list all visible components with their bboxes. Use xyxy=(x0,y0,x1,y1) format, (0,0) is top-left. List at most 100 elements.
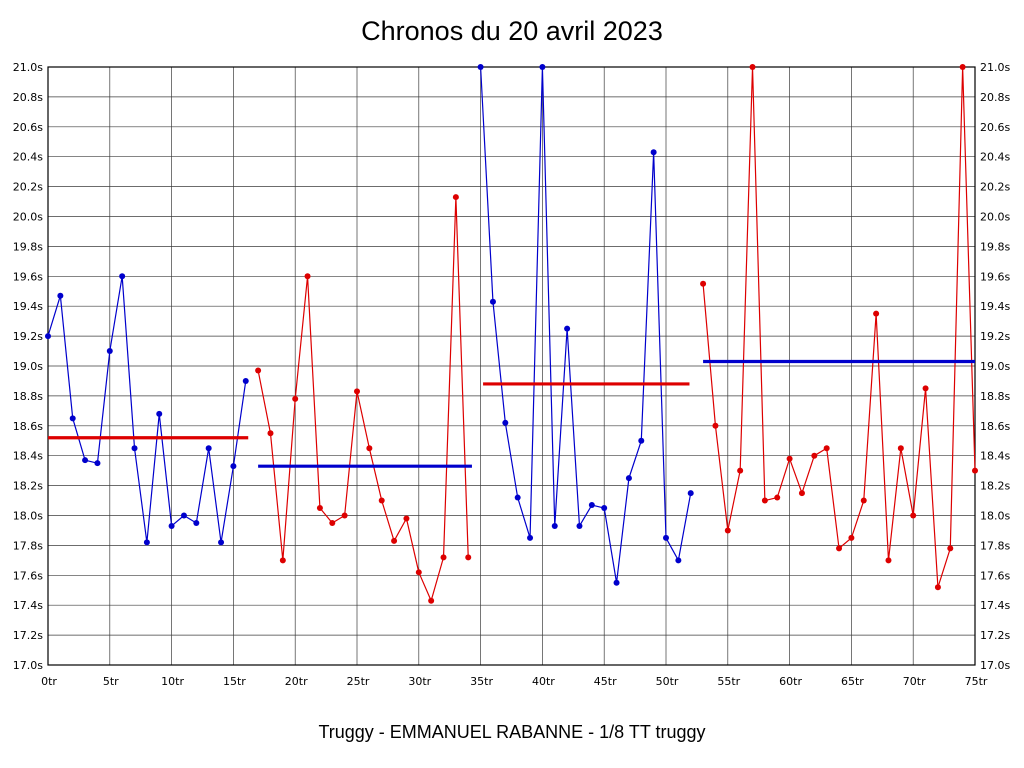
y-tick-label-left: 17.2s xyxy=(13,629,43,642)
y-tick-label-left: 20.6s xyxy=(13,121,43,134)
lap-point-run-1 xyxy=(119,273,126,280)
y-tick-label-right: 20.0s xyxy=(980,211,1010,224)
lap-point-run-1 xyxy=(69,415,76,422)
lap-point-run-1 xyxy=(180,512,187,519)
lap-point-run-3 xyxy=(551,522,558,529)
lap-point-run-3 xyxy=(588,502,595,509)
lap-point-run-4 xyxy=(873,310,880,317)
lap-time-line-run-2 xyxy=(257,196,469,602)
lap-point-run-3 xyxy=(638,437,645,444)
lap-point-run-4 xyxy=(724,527,731,534)
y-tick-label-right: 20.2s xyxy=(980,181,1010,194)
y-tick-label-left: 17.6s xyxy=(13,569,43,582)
y-tick-label-right: 19.0s xyxy=(980,360,1010,373)
lap-point-run-1 xyxy=(230,463,237,470)
lap-point-run-4 xyxy=(897,445,904,452)
lap-point-run-4 xyxy=(700,280,707,287)
lap-point-run-3 xyxy=(675,557,682,564)
lap-point-run-2 xyxy=(354,388,360,395)
lap-point-run-2 xyxy=(428,597,435,604)
x-tick-label: 25tr xyxy=(347,675,370,688)
y-tick-label-right: 17.8s xyxy=(980,539,1010,552)
x-tick-label: 20tr xyxy=(285,675,308,688)
lap-time-line-run-1 xyxy=(47,275,247,544)
y-tick-label-right: 18.0s xyxy=(980,510,1010,523)
lap-point-run-4 xyxy=(774,494,781,501)
lap-point-run-2 xyxy=(366,445,373,452)
y-tick-label-left: 18.6s xyxy=(13,420,43,433)
lap-point-run-3 xyxy=(663,534,669,541)
y-tick-label-left: 19.6s xyxy=(13,270,43,283)
y-tick-label-left: 18.0s xyxy=(13,510,43,523)
y-tick-label-right: 18.6s xyxy=(980,420,1010,433)
x-tick-label: 15tr xyxy=(223,675,246,688)
plot-border xyxy=(47,66,976,666)
lap-point-run-3 xyxy=(650,149,657,156)
y-tick-label-right: 17.0s xyxy=(980,659,1010,672)
lap-point-run-4 xyxy=(934,584,941,591)
lap-point-run-2 xyxy=(391,537,398,544)
lap-point-run-1 xyxy=(242,377,249,384)
lap-point-run-3 xyxy=(601,505,608,512)
lap-point-run-1 xyxy=(45,333,51,340)
lap-point-run-4 xyxy=(860,497,867,504)
y-tick-label-left: 17.4s xyxy=(13,599,43,612)
lap-point-run-4 xyxy=(749,64,756,70)
lap-point-run-1 xyxy=(94,460,101,467)
y-tick-label-right: 19.8s xyxy=(980,240,1010,253)
y-tick-label-left: 20.0s xyxy=(13,211,43,224)
lap-point-run-4 xyxy=(959,64,966,70)
lap-point-run-1 xyxy=(156,410,163,417)
lap-point-run-4 xyxy=(972,467,978,474)
lap-point-run-2 xyxy=(267,430,274,437)
lap-point-run-2 xyxy=(255,367,262,374)
y-tick-label-right: 17.6s xyxy=(980,569,1010,582)
lap-point-run-3 xyxy=(625,475,632,482)
x-tick-label: 35tr xyxy=(470,675,493,688)
x-tick-label: 30tr xyxy=(408,675,431,688)
lap-point-run-1 xyxy=(205,445,212,452)
lap-time-line-run-3 xyxy=(480,66,692,584)
lap-point-run-4 xyxy=(922,385,929,392)
y-tick-label-left: 18.8s xyxy=(13,390,43,403)
lap-point-run-4 xyxy=(947,545,954,552)
lap-point-run-4 xyxy=(761,497,768,504)
lap-point-run-4 xyxy=(836,545,843,552)
y-tick-label-right: 20.4s xyxy=(980,151,1010,164)
y-tick-label-left: 18.4s xyxy=(13,450,43,463)
x-tick-label: 45tr xyxy=(594,675,617,688)
lap-point-run-2 xyxy=(452,194,459,201)
lap-point-run-4 xyxy=(823,445,830,452)
lap-point-run-4 xyxy=(798,490,805,497)
lap-point-run-4 xyxy=(885,557,892,564)
y-tick-label-left: 20.4s xyxy=(13,151,43,164)
y-tick-label-right: 19.6s xyxy=(980,270,1010,283)
lap-point-run-1 xyxy=(106,348,113,355)
lap-point-run-3 xyxy=(576,522,583,529)
lap-point-run-3 xyxy=(489,298,496,305)
x-tick-label: 65tr xyxy=(841,675,864,688)
lap-point-run-2 xyxy=(465,554,472,561)
x-tick-label: 40tr xyxy=(532,675,555,688)
lap-point-run-3 xyxy=(514,494,521,501)
x-tick-label: 50tr xyxy=(656,675,679,688)
y-tick-label-left: 17.8s xyxy=(13,539,43,552)
y-tick-label-left: 19.8s xyxy=(13,240,43,253)
lap-point-run-1 xyxy=(131,445,138,452)
lap-point-run-4 xyxy=(786,455,793,462)
x-tick-label: 70tr xyxy=(903,675,926,688)
y-tick-label-right: 19.2s xyxy=(980,330,1010,343)
y-tick-label-left: 19.2s xyxy=(13,330,43,343)
y-tick-label-right: 17.4s xyxy=(980,599,1010,612)
lap-point-run-4 xyxy=(848,534,855,541)
lap-point-run-3 xyxy=(527,534,534,541)
y-tick-label-right: 20.6s xyxy=(980,121,1010,134)
y-tick-label-right: 21.0s xyxy=(980,61,1010,74)
lap-point-run-2 xyxy=(341,512,348,519)
y-tick-label-left: 18.2s xyxy=(13,480,43,493)
lap-point-run-3 xyxy=(564,325,571,332)
lap-point-run-2 xyxy=(440,554,447,561)
lap-point-run-1 xyxy=(218,539,225,546)
